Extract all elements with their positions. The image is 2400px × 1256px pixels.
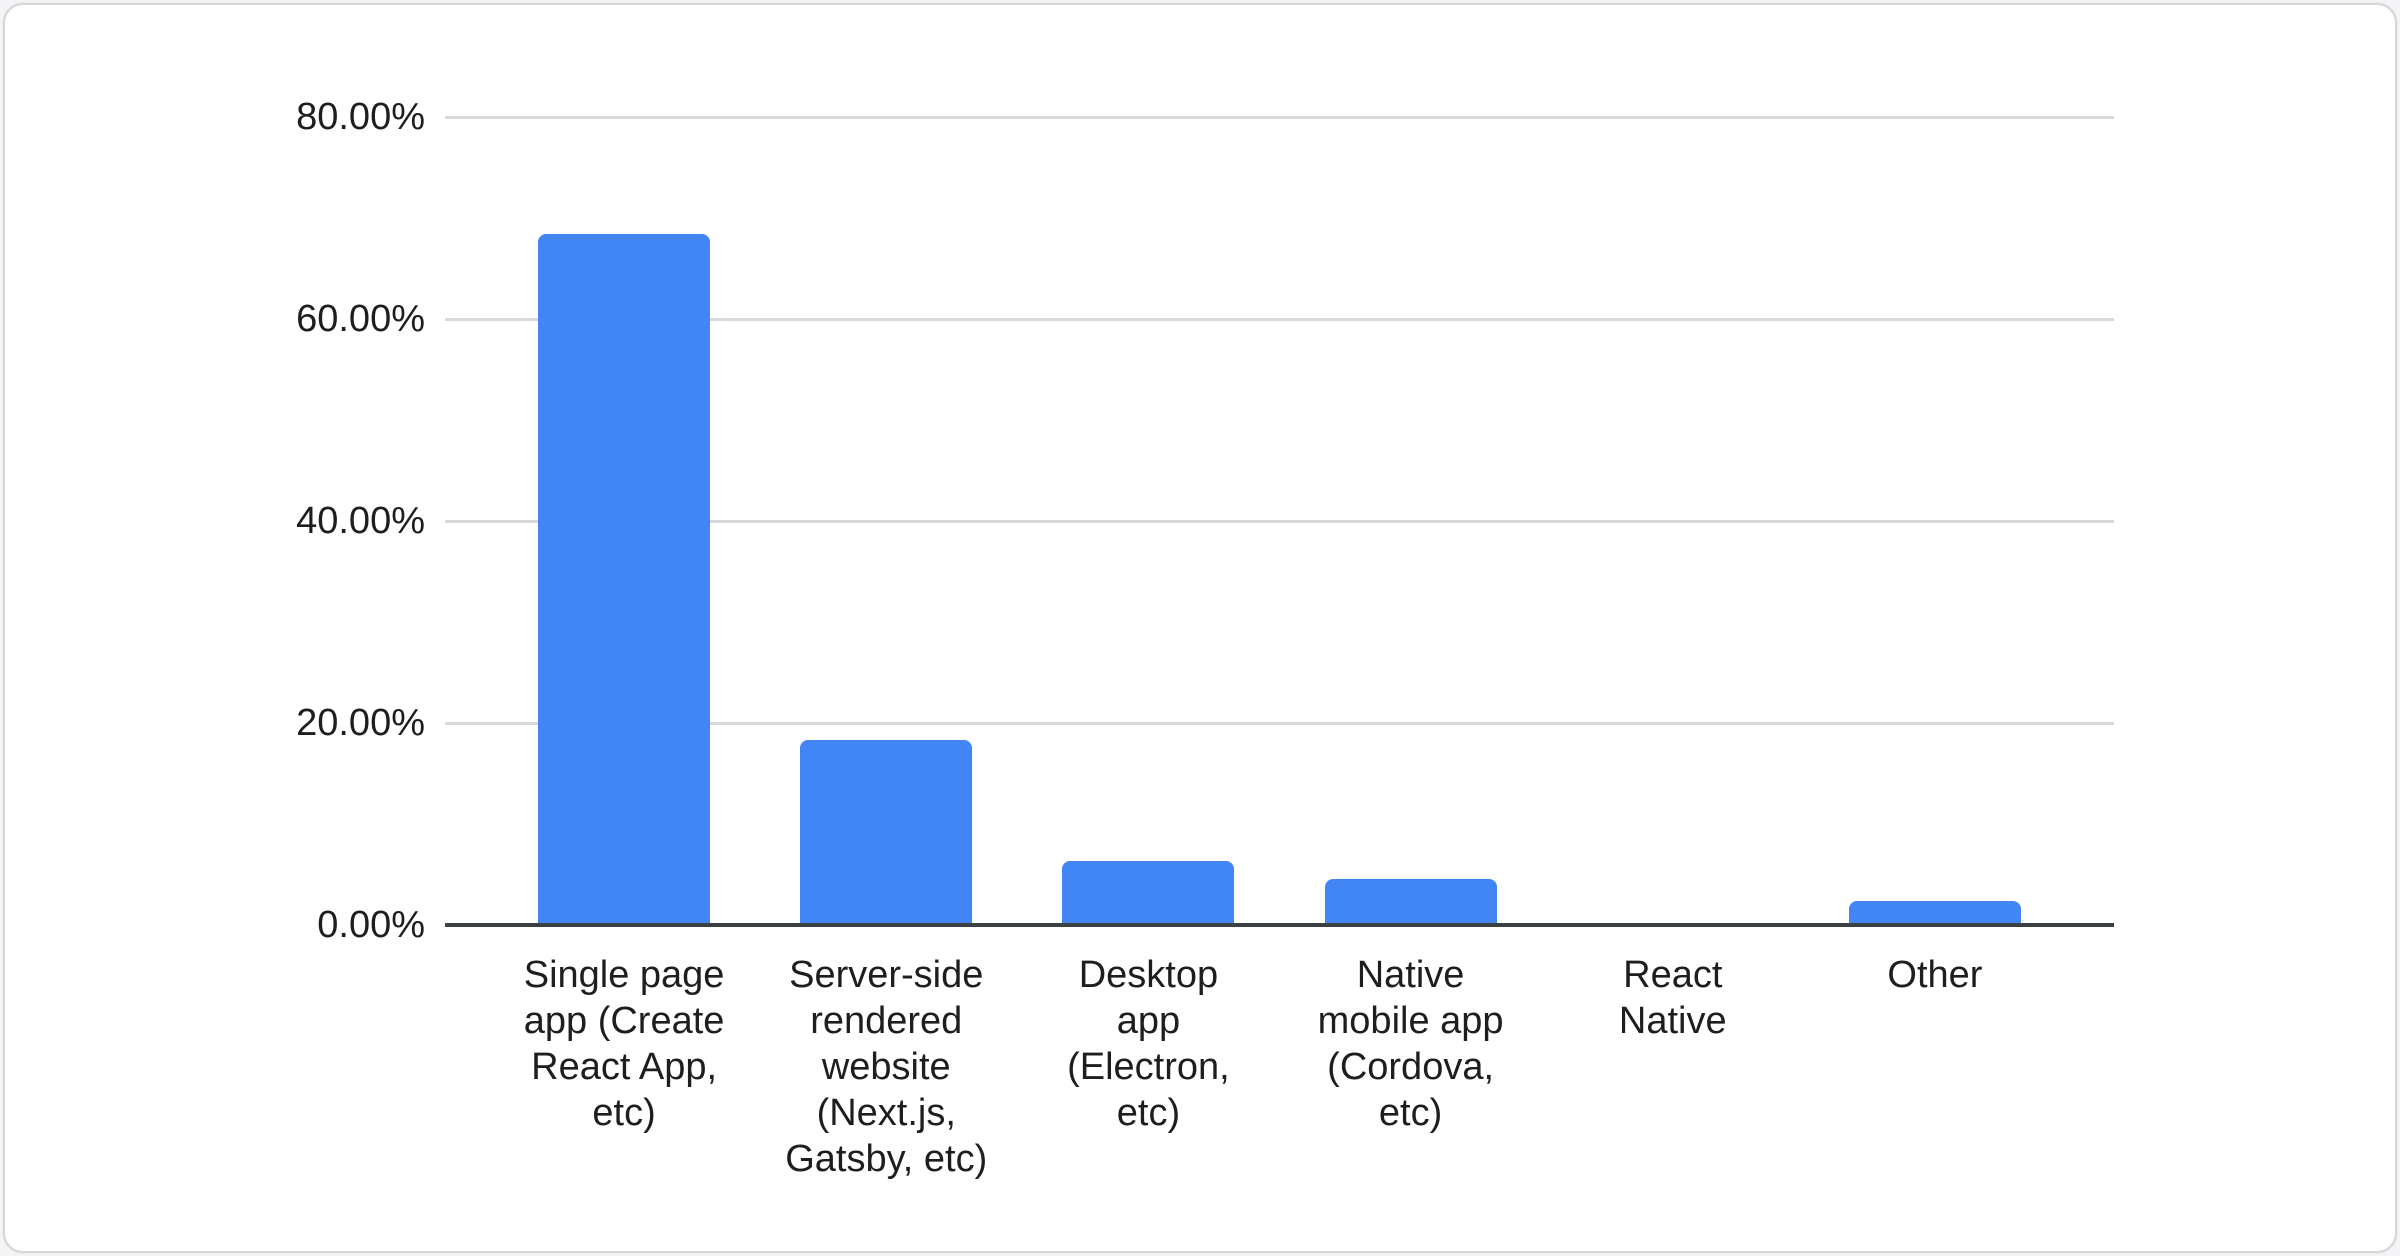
y-tick-label: 80.00% xyxy=(296,96,425,138)
bar-slot-3 xyxy=(1280,117,1542,925)
bar-slot-1 xyxy=(755,117,1017,925)
x-axis-line xyxy=(445,923,2114,927)
plot-area: 80.00% 60.00% 40.00% 20.00% 0.00% xyxy=(296,96,2114,946)
gridline-40 xyxy=(445,520,2114,523)
gridline-60 xyxy=(445,318,2114,321)
y-tick-label: 60.00% xyxy=(296,298,425,340)
bar-slot-4 xyxy=(1542,117,1804,925)
bar-5 xyxy=(1848,901,2021,925)
bars-region xyxy=(493,117,2066,925)
chart-card: 80.00% 60.00% 40.00% 20.00% 0.00% Single pag… xyxy=(3,3,2397,1253)
y-tick-label: 40.00% xyxy=(296,500,425,542)
bar-slot-2 xyxy=(1017,117,1279,925)
bar-slot-5 xyxy=(1804,117,2066,925)
x-axis-labels: Single page app (Create React App, etc) S… xyxy=(493,952,2066,1182)
gridline-20 xyxy=(445,722,2114,725)
bar-1 xyxy=(800,740,973,925)
x-category-label-1: Server-side rendered website (Next.js, G… xyxy=(785,954,988,1180)
bar-0 xyxy=(538,234,711,925)
x-category-label-4: React Native xyxy=(1618,954,1727,1042)
bar-3 xyxy=(1324,879,1497,925)
gridline-80 xyxy=(445,116,2114,119)
x-category-label-5: Other xyxy=(1887,954,1983,996)
x-category-label-3: Native mobile app (Cordova, etc) xyxy=(1317,954,1504,1134)
y-tick-label: 20.00% xyxy=(296,702,425,744)
bar-2 xyxy=(1062,861,1235,925)
bar-slot-0 xyxy=(493,117,755,925)
x-category-label-2: Desktop app (Electron, etc) xyxy=(1067,954,1230,1134)
x-category-label-0: Single page app (Create React App, etc) xyxy=(523,954,725,1134)
y-tick-label: 0.00% xyxy=(317,904,425,946)
